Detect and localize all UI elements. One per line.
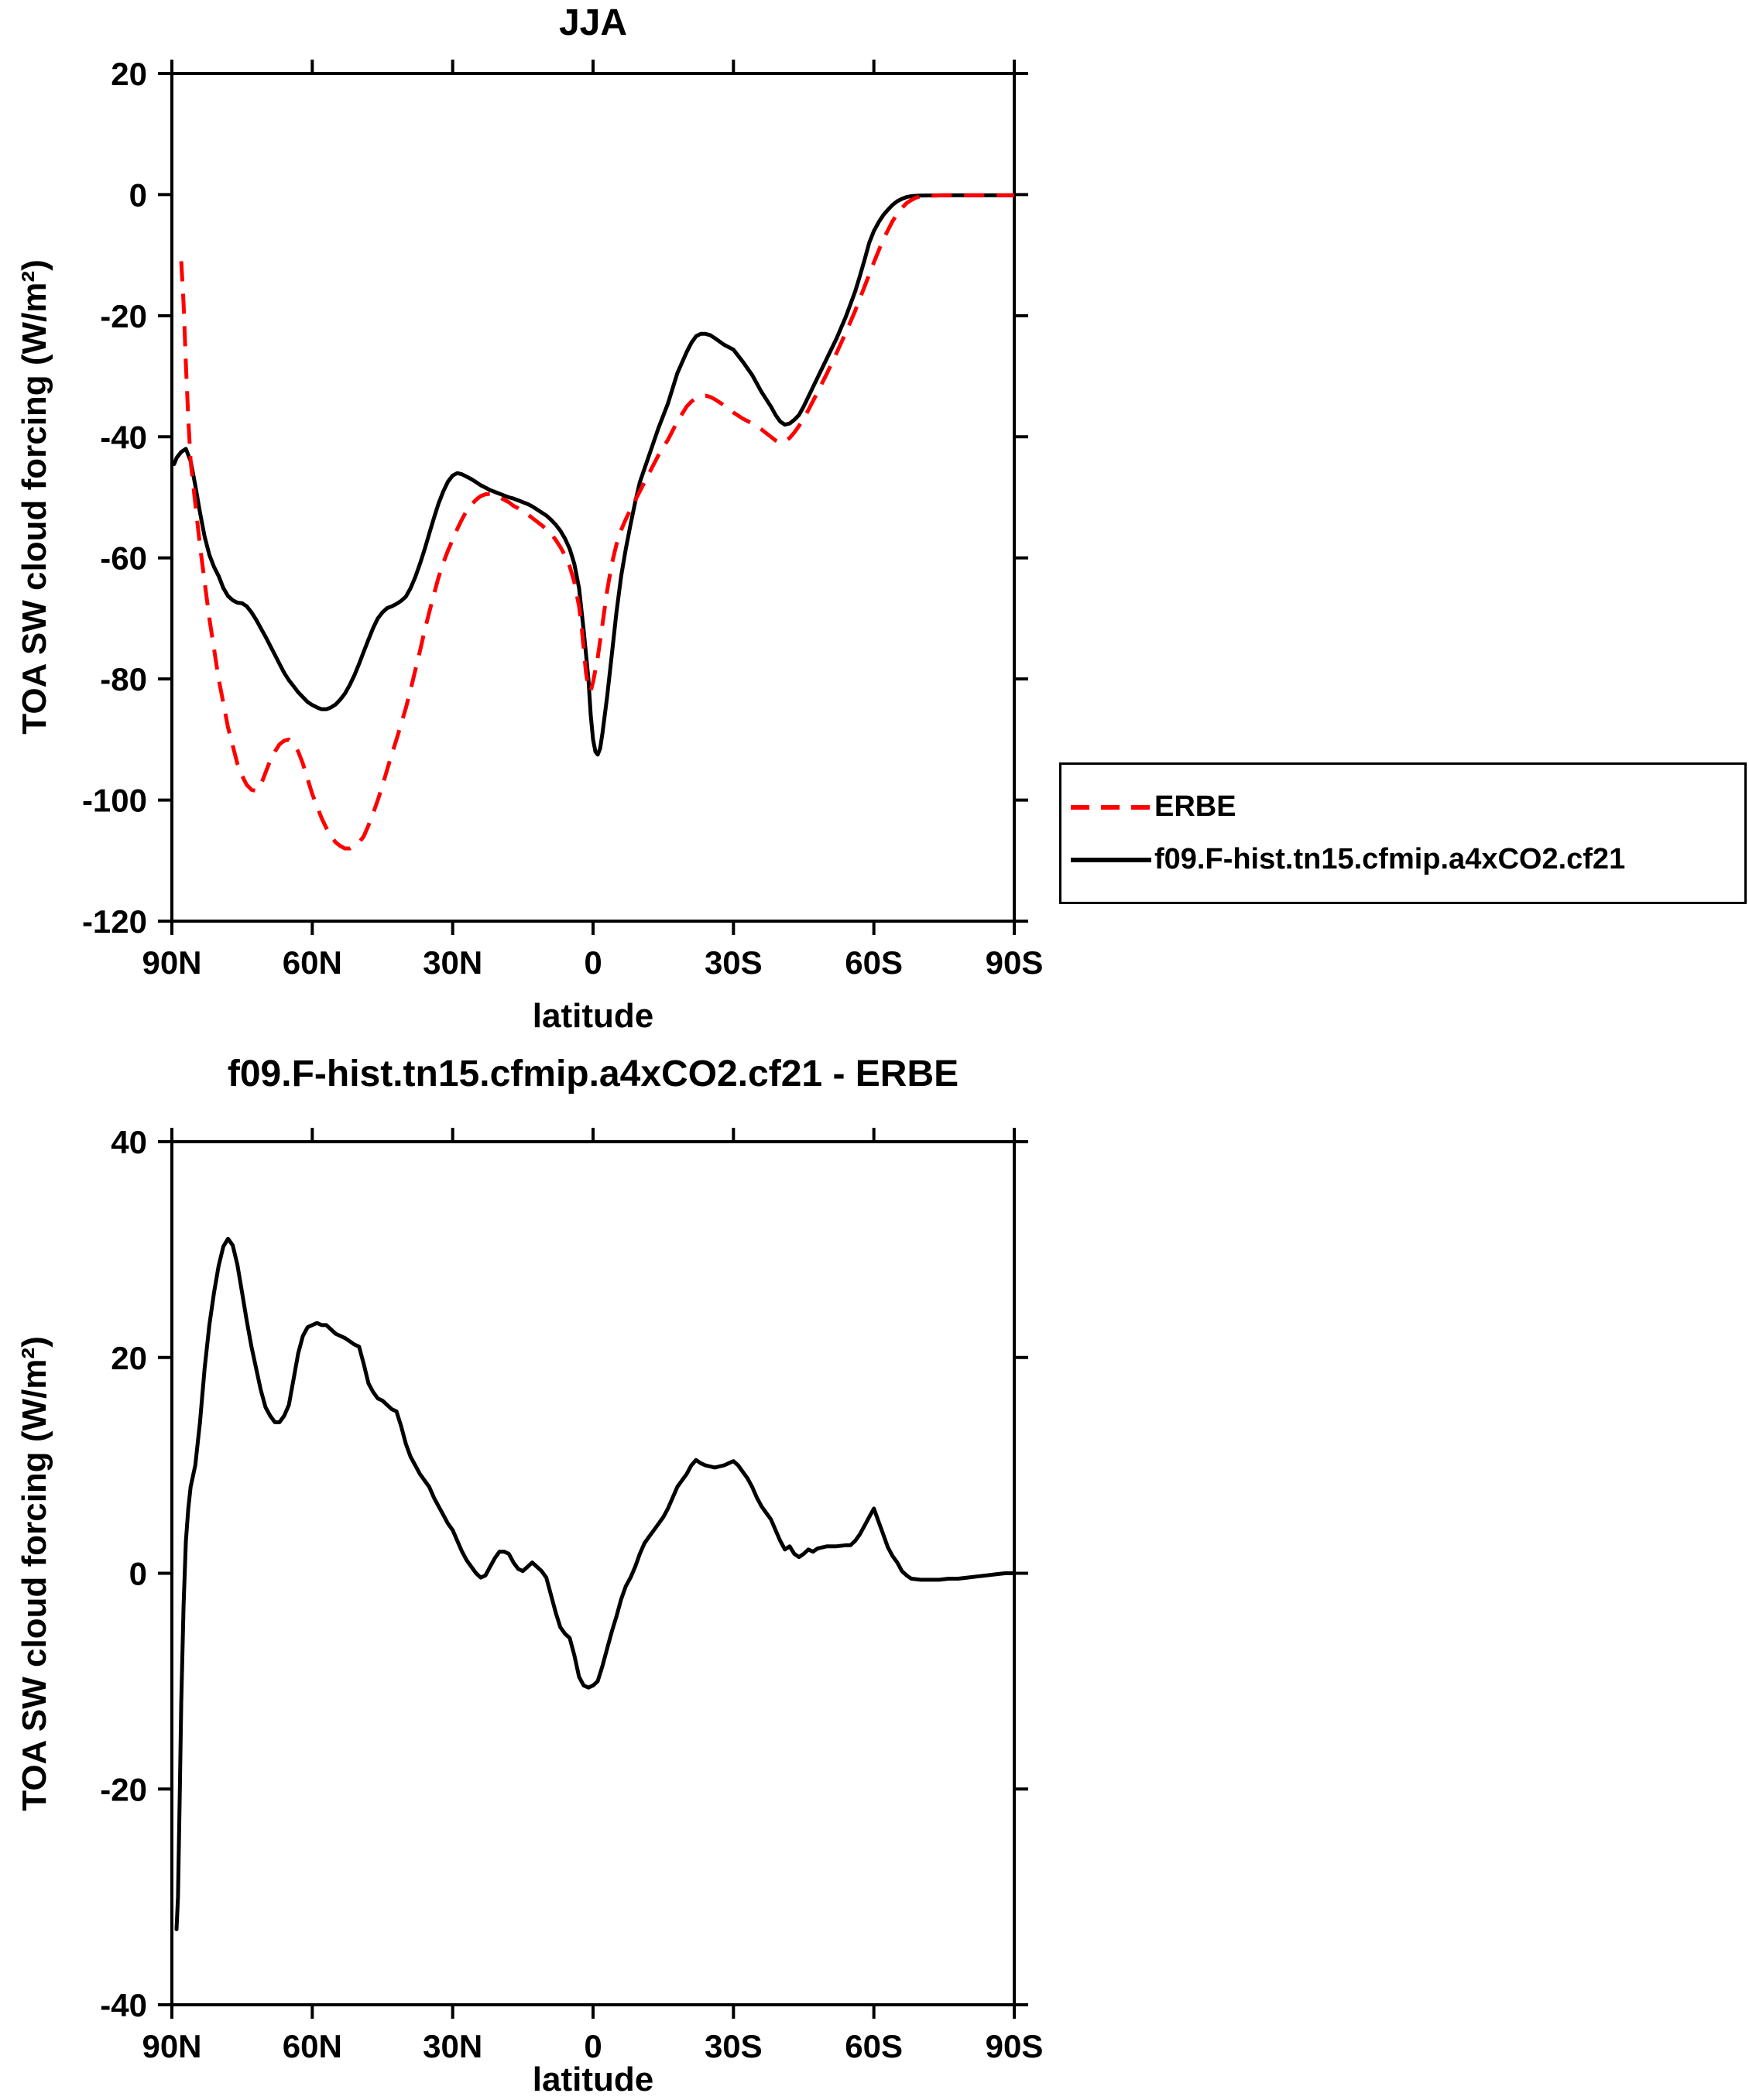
x-tick-label: 30N [423, 2028, 482, 2064]
x-tick-label: 0 [584, 944, 602, 981]
x-tick-label: 90S [986, 944, 1044, 981]
y-tick-label: 40 [111, 1124, 147, 1160]
y-tick-label: -80 [100, 661, 147, 697]
x-tick-label: 30N [423, 944, 482, 981]
y-tick-label: 0 [129, 176, 147, 213]
series-line-f09-f-hist-tn15-cfmip-a4xco2-cf21 [172, 193, 1017, 757]
chart-top-title: JJA [558, 2, 628, 43]
x-tick-label: 60N [283, 2028, 342, 2064]
y-tick-label: -40 [100, 1987, 147, 2023]
x-tick-label: 30S [705, 944, 763, 981]
x-tick-label: 30S [705, 2028, 763, 2064]
y-tick-label: -60 [100, 540, 147, 577]
model-legend-label: f09.F-hist.tn15.cfmip.a4xCO2.cf21 [1154, 843, 1626, 875]
x-tick-label: 90N [142, 944, 201, 981]
y-tick-label: -100 [82, 783, 147, 819]
legend-item-erbe: ERBE [1071, 790, 1735, 824]
legend-item-model: f09.F-hist.tn15.cfmip.a4xCO2.cf21 [1071, 843, 1735, 876]
y-tick-label: -120 [82, 903, 147, 940]
x-tick-label: 90S [986, 2028, 1044, 2064]
y-tick-label: 20 [111, 56, 147, 92]
series-line-f09-f-hist-tn15-cfmip-a4xco2-cf21-erbe [174, 1236, 1017, 1931]
erbe-legend-label: ERBE [1154, 790, 1236, 823]
x-tick-label: 60N [283, 944, 342, 981]
y-tick-label: 0 [129, 1556, 147, 1592]
legend: ERBE f09.F-hist.tn15.cfmip.a4xCO2.cf21 [1059, 762, 1747, 904]
plot-frame [170, 1140, 1016, 2006]
y-tick-label: -20 [100, 298, 147, 334]
y-tick-label: -20 [100, 1771, 147, 1807]
x-tick-label: 60S [845, 2028, 903, 2064]
chart-bottom-title: f09.F-hist.tn15.cfmip.a4xCO2.cf21 - ERBE [227, 1053, 959, 1095]
chart-top-x-axis-title: latitude [532, 997, 654, 1035]
chart-top-plot: 90N 60N 30N 0 30S 60S 90S 20 0 -20 -40 -60 -80 -100 -1… [82, 56, 1044, 981]
erbe-dashed-line-sample [1071, 804, 1151, 810]
x-tick-label: 90N [142, 2028, 201, 2064]
y-tick-label: 20 [111, 1340, 147, 1376]
plot-frame [170, 72, 1016, 923]
chart-bottom-plot: 90N 60N 30N 0 30S 60S 90S 40 20 0 -20 -40 [100, 1124, 1044, 2064]
y-tick-label: -40 [100, 419, 147, 455]
model-solid-line-sample [1071, 857, 1151, 862]
chart-bottom-x-axis-title: latitude [532, 2061, 654, 2098]
x-tick-label: 60S [845, 944, 903, 981]
series-line-erbe [179, 193, 1014, 851]
x-tick-label: 0 [584, 2028, 602, 2064]
